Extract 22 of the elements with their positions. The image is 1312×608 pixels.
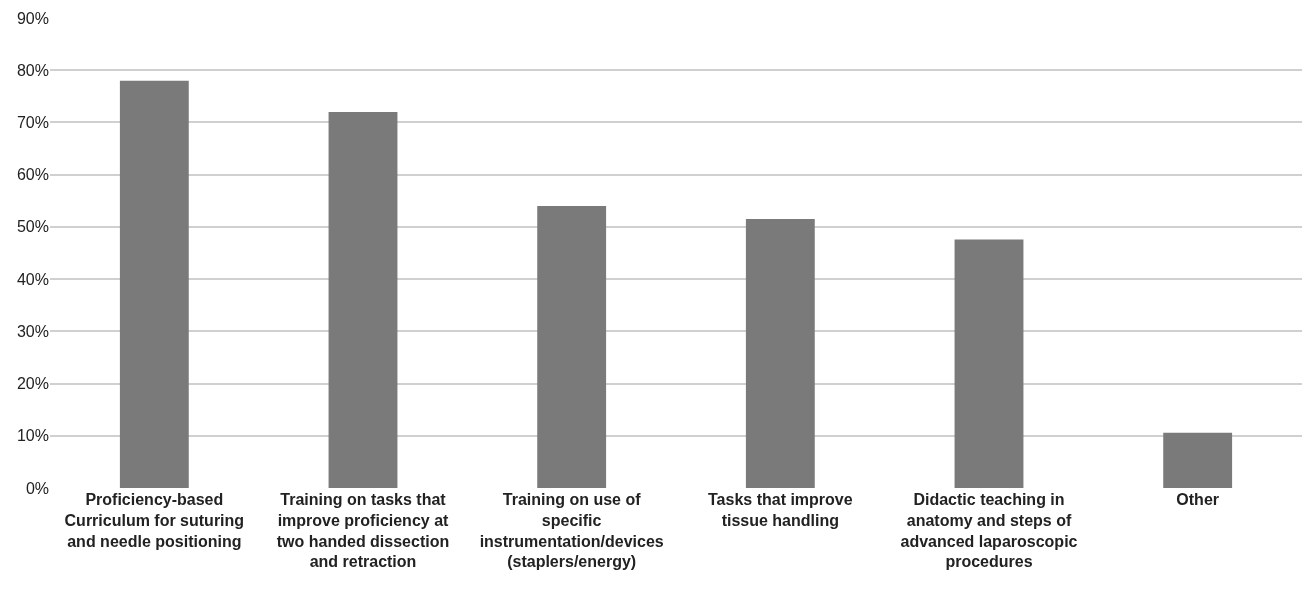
bar	[119, 80, 189, 488]
x-tick-label: Proficiency-based Curriculum for suturing and needle positioning	[64, 491, 245, 550]
y-tick-label: 80%	[16, 61, 49, 79]
y-tick-label: 70%	[16, 114, 49, 132]
x-tick-label: Tasks that improve tissue handling	[708, 491, 853, 529]
x-tick-label: Training on use of specific instrumentation/devices (staplers/energy)	[479, 491, 664, 571]
bar	[954, 239, 1024, 488]
y-tick-label: 20%	[16, 375, 49, 393]
y-tick-label: 30%	[16, 322, 49, 340]
y-tick-label: 90%	[16, 9, 49, 27]
y-tick-label: 10%	[16, 427, 49, 445]
x-tick-label: Training on tasks that improve proficiency at two handed dissection and retraction	[276, 491, 450, 571]
x-tick-label: Didactic teaching in anatomy and steps of advanced laparoscopic procedures	[900, 491, 1078, 571]
bar	[1163, 432, 1233, 488]
x-tick-label: Other	[1176, 491, 1220, 508]
bar	[745, 219, 815, 488]
y-tick-label: 50%	[16, 218, 49, 236]
y-tick-label: 40%	[16, 270, 49, 288]
bar	[537, 206, 607, 488]
y-tick-label: 0%	[25, 479, 49, 497]
y-tick-label: 60%	[16, 166, 49, 184]
bar	[328, 112, 398, 488]
